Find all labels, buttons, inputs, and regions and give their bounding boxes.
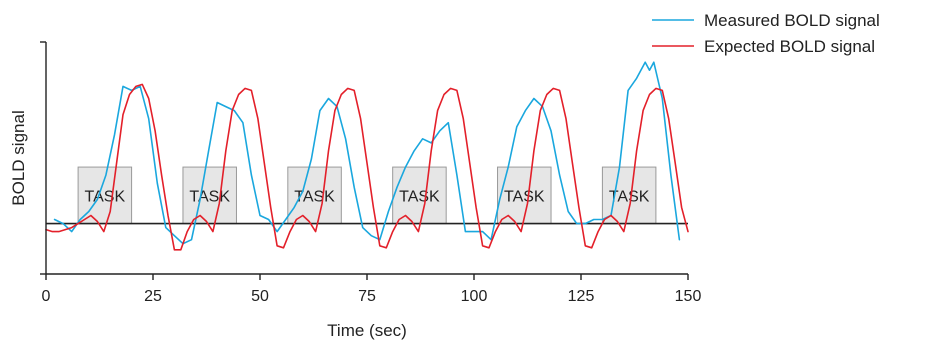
x-axis-title: Time (sec)	[327, 321, 407, 340]
task-block	[287, 166, 342, 225]
measured-bold-signal-line	[53, 61, 681, 245]
task-label: TASK	[189, 188, 230, 205]
axes: 0 25 50 75 100 125 150	[40, 41, 702, 305]
task-label: TASK	[504, 188, 545, 205]
x-tick-label: 50	[251, 288, 269, 305]
y-axis-title: BOLD signal	[9, 110, 28, 205]
x-tick-label: 125	[568, 288, 595, 305]
x-tick-label: 100	[461, 288, 488, 305]
x-tick-label: 75	[358, 288, 376, 305]
legend: Measured BOLD signal Expected BOLD signa…	[652, 11, 880, 56]
legend-label-measured: Measured BOLD signal	[704, 11, 880, 30]
task-label: TASK	[85, 188, 126, 205]
task-label: TASK	[399, 188, 440, 205]
series-layer	[45, 61, 689, 251]
x-tick-label: 25	[144, 288, 162, 305]
task-label: TASK	[294, 188, 335, 205]
x-tick-label: 0	[42, 288, 51, 305]
legend-label-expected: Expected BOLD signal	[704, 37, 875, 56]
x-tick-label: 150	[675, 288, 702, 305]
x-ticks: 0 25 50 75 100 125 150	[42, 274, 702, 305]
expected-bold-signal-line	[45, 83, 689, 251]
task-label: TASK	[609, 188, 650, 205]
